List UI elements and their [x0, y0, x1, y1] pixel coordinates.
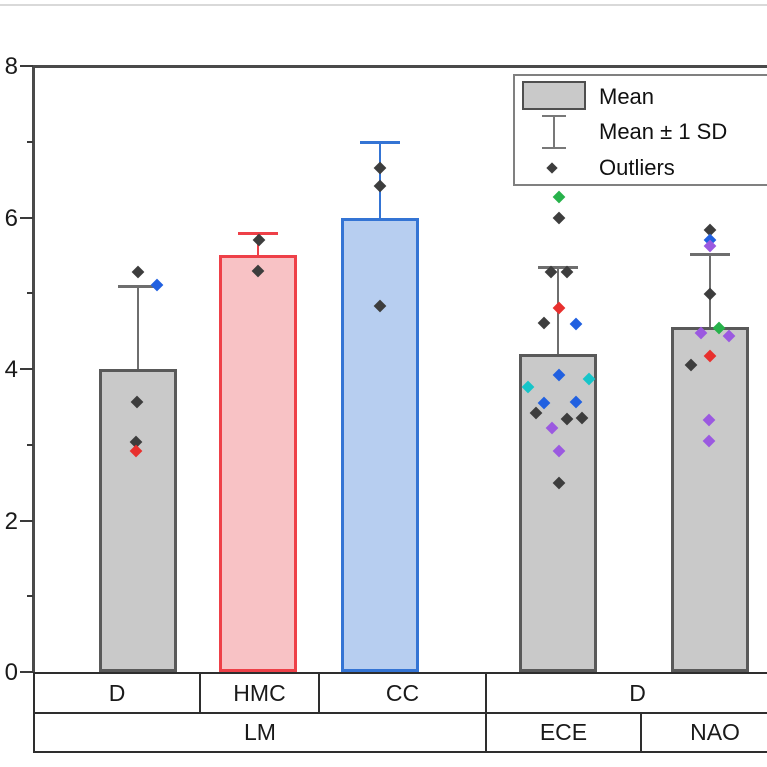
y-minor-tick [27, 140, 33, 143]
bar-lm-hmc [219, 255, 297, 672]
outlier-point [150, 278, 164, 292]
legend-label-outliers: Outliers [599, 155, 675, 180]
y-tick-label: 4 [4, 356, 18, 383]
mean-bar-swatch-icon [522, 81, 586, 110]
outlier-point [552, 190, 566, 204]
bar-nao-d [671, 327, 749, 672]
bar-ece-d [519, 353, 597, 672]
outlier-point [373, 161, 387, 175]
error-bar-line [137, 285, 139, 369]
error-bar-cap [538, 265, 578, 269]
outlier-point [569, 317, 583, 331]
y-minor-tick [27, 443, 33, 446]
legend-item-mean-sd: Mean ± 1 SD [515, 114, 767, 150]
bar-lm-cc [341, 217, 419, 672]
x-group-box-ece: ECE [485, 712, 642, 753]
outlier-point [252, 233, 266, 247]
error-bar-cap [118, 284, 158, 288]
x-category-box-cc-2: CC [318, 672, 487, 714]
y-tick-label: 2 [4, 507, 18, 535]
error-bar-cap [360, 140, 400, 144]
outlier-point [703, 287, 717, 301]
y-major-tick [20, 671, 33, 673]
error-bar-cap [690, 252, 730, 256]
y-tick-label: 6 [4, 204, 18, 232]
x-group-box-nao: NAO [640, 712, 767, 753]
error-bar-icon [541, 115, 567, 149]
x-category-box-d-3: D [485, 672, 767, 714]
y-major-tick [20, 368, 33, 370]
legend: Mean Mean ± 1 SD Outliers [513, 74, 767, 186]
outlier-point [552, 302, 566, 315]
top-divider-line [0, 4, 767, 6]
y-major-tick [20, 65, 33, 67]
x-group-box-lm: LM [33, 712, 487, 753]
legend-label-mean: Mean [599, 84, 655, 109]
error-bar-cap [238, 231, 278, 235]
legend-item-outliers: Outliers [515, 150, 767, 186]
plot-top-border [33, 65, 767, 68]
legend-label-mean-sd: Mean ± 1 SD [599, 119, 728, 144]
outlier-point [131, 265, 145, 279]
y-axis-line [32, 65, 35, 673]
y-major-tick [20, 519, 33, 522]
y-tick-label: 0 [4, 659, 18, 686]
y-minor-tick [27, 595, 33, 598]
outlier-point [552, 211, 566, 225]
x-category-box-d-0: D [33, 672, 201, 714]
bar-lm-d [99, 369, 177, 672]
y-tick-label: 8 [4, 53, 18, 80]
outlier-point [373, 179, 387, 193]
x-category-box-hmc-1: HMC [199, 672, 320, 714]
outlier-point [537, 316, 551, 330]
y-major-tick [20, 216, 33, 219]
y-minor-tick [27, 292, 33, 295]
outlier-diamond-icon [546, 162, 558, 174]
legend-item-mean: Mean [515, 79, 767, 115]
